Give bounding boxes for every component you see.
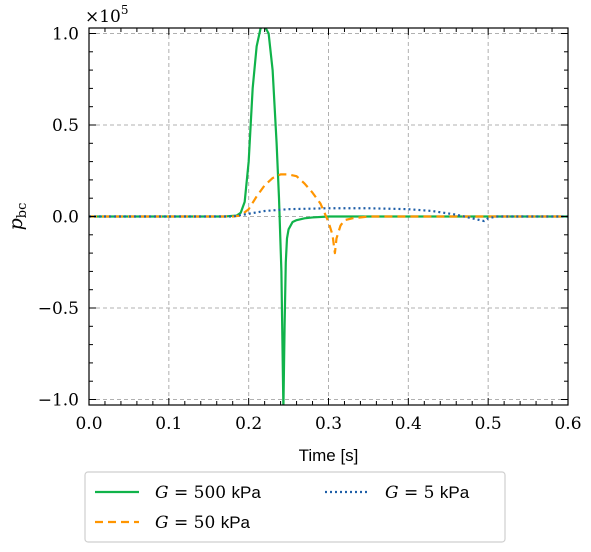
y-tick-label: 0.5 — [52, 116, 79, 136]
ticks — [88, 28, 569, 405]
y-axis-multiplier: ×105 — [85, 3, 129, 27]
legend-box — [84, 471, 506, 543]
legend-label: G = 5 kPa — [385, 483, 470, 503]
legend-item-2: G = 50 kPa — [95, 513, 251, 533]
x-tick-label: 0.5 — [475, 414, 502, 434]
y-axis-label: pbc — [5, 203, 30, 231]
legend: G = 500 kPa G = 50 kPa G = 5 kPa — [84, 471, 506, 543]
x-tick-label: 0.1 — [155, 414, 182, 434]
series-layer — [89, 28, 568, 405]
x-tick-label: 0.0 — [75, 414, 102, 434]
legend-label: G = 50 kPa — [155, 513, 251, 533]
x-tick-labels: 0.0 0.1 0.2 0.3 0.4 0.5 0.6 — [75, 414, 581, 434]
series-line-1 — [89, 28, 568, 405]
y-tick-label: 1.0 — [52, 24, 79, 44]
y-tick-label: −1.0 — [38, 391, 79, 411]
series-line-2 — [89, 173, 568, 255]
y-tick-label: −0.5 — [38, 299, 79, 319]
legend-item-1: G = 500 kPa — [95, 483, 261, 503]
legend-label: G = 500 kPa — [155, 483, 261, 503]
series-line-3 — [89, 207, 568, 223]
x-tick-label: 0.6 — [554, 414, 581, 434]
legend-item-3: G = 5 kPa — [325, 483, 470, 503]
x-axis-label: Time [s] — [299, 446, 359, 465]
x-tick-label: 0.3 — [315, 414, 342, 434]
x-tick-label: 0.2 — [235, 414, 262, 434]
y-tick-labels: −1.0 −0.5 0.0 0.5 1.0 — [38, 24, 79, 410]
x-tick-label: 0.4 — [395, 414, 422, 434]
y-tick-label: 0.0 — [52, 208, 79, 228]
